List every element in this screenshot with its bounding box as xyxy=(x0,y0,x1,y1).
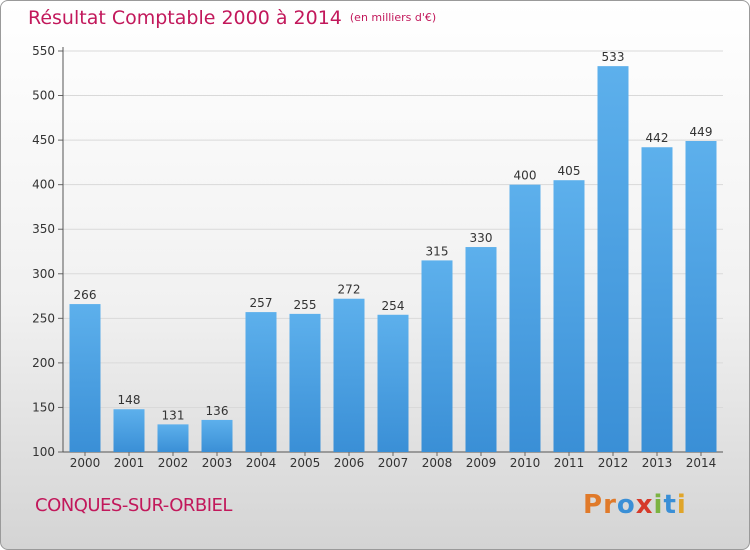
commune-name: CONQUES-SUR-ORBIEL xyxy=(35,495,232,516)
x-tick-label-2002: 2002 xyxy=(158,456,189,470)
value-label-2000: 266 xyxy=(74,288,97,302)
value-label-2002: 131 xyxy=(162,408,185,422)
bar-2003 xyxy=(201,419,233,452)
bar-2006 xyxy=(333,298,365,452)
y-tick-label: 300 xyxy=(32,267,55,281)
value-label-2004: 257 xyxy=(250,296,273,310)
value-label-2013: 442 xyxy=(646,131,669,145)
bar-2014 xyxy=(685,141,717,452)
value-labels: 266 148 131 136 257 255 272 254 315 330 400 405 533 4… xyxy=(74,50,713,422)
value-label-2009: 330 xyxy=(470,231,493,245)
value-label-2012: 533 xyxy=(602,50,625,64)
y-tick-label: 350 xyxy=(32,222,55,236)
x-tick-label-2009: 2009 xyxy=(466,456,497,470)
value-label-2003: 136 xyxy=(206,404,229,418)
y-tick-label: 550 xyxy=(32,44,55,58)
chart-title-text: Résultat Comptable 2000 à 2014 xyxy=(28,7,342,29)
value-label-2011: 405 xyxy=(558,164,581,178)
bar-2002 xyxy=(157,424,189,452)
x-tick-label-2008: 2008 xyxy=(422,456,453,470)
logo-letter: x xyxy=(635,490,654,520)
x-tick-label-2003: 2003 xyxy=(202,456,233,470)
y-tick-label: 100 xyxy=(32,445,55,459)
bar-2004 xyxy=(245,312,277,452)
y-tick-label: 150 xyxy=(32,400,55,414)
bar-2008 xyxy=(421,260,453,452)
y-tick-label: 200 xyxy=(32,356,55,370)
x-tick-label-2014: 2014 xyxy=(686,456,717,470)
value-label-2005: 255 xyxy=(294,298,317,312)
y-tick-label: 500 xyxy=(32,89,55,103)
x-tick-label-2011: 2011 xyxy=(554,456,585,470)
x-tick-label-2013: 2013 xyxy=(642,456,673,470)
logo-letter: o xyxy=(616,490,636,520)
logo-letter: i xyxy=(676,490,687,520)
x-tick-label-2000: 2000 xyxy=(70,456,101,470)
value-label-2001: 148 xyxy=(118,393,141,407)
y-tick-label: 250 xyxy=(32,311,55,325)
proxiti-logo: Proxiti xyxy=(583,490,687,520)
x-tick-label-2001: 2001 xyxy=(114,456,145,470)
bar-2007 xyxy=(377,314,409,452)
value-label-2006: 272 xyxy=(338,283,361,297)
value-label-2010: 400 xyxy=(514,169,537,183)
logo-letter: i xyxy=(653,490,664,520)
bar-2000 xyxy=(69,304,101,452)
bar-2011 xyxy=(553,180,585,452)
y-tick-label: 450 xyxy=(32,133,55,147)
bar-2012 xyxy=(597,66,629,452)
logo-letter: t xyxy=(663,490,677,520)
x-tick-label-2006: 2006 xyxy=(334,456,365,470)
value-label-2007: 254 xyxy=(382,299,405,313)
bars xyxy=(69,66,717,453)
bar-2013 xyxy=(641,147,673,453)
bar-2009 xyxy=(465,247,497,452)
chart-title: Résultat Comptable 2000 à 2014 (en millie… xyxy=(28,7,436,29)
x-tick-label-2012: 2012 xyxy=(598,456,629,470)
logo-letter: r xyxy=(603,490,617,520)
bar-2005 xyxy=(289,313,321,452)
x-tick-label-2010: 2010 xyxy=(510,456,541,470)
x-tick-label-2005: 2005 xyxy=(290,456,321,470)
logo-letter: P xyxy=(583,490,604,520)
chart-subtitle: (en milliers d'€) xyxy=(349,11,437,24)
bar-2010 xyxy=(509,184,541,452)
value-label-2008: 315 xyxy=(426,244,449,258)
value-label-2014: 449 xyxy=(690,125,713,139)
x-tick-label-2004: 2004 xyxy=(246,456,277,470)
bar-2001 xyxy=(113,409,145,452)
y-tick-label: 400 xyxy=(32,178,55,192)
x-tick-label-2007: 2007 xyxy=(378,456,409,470)
